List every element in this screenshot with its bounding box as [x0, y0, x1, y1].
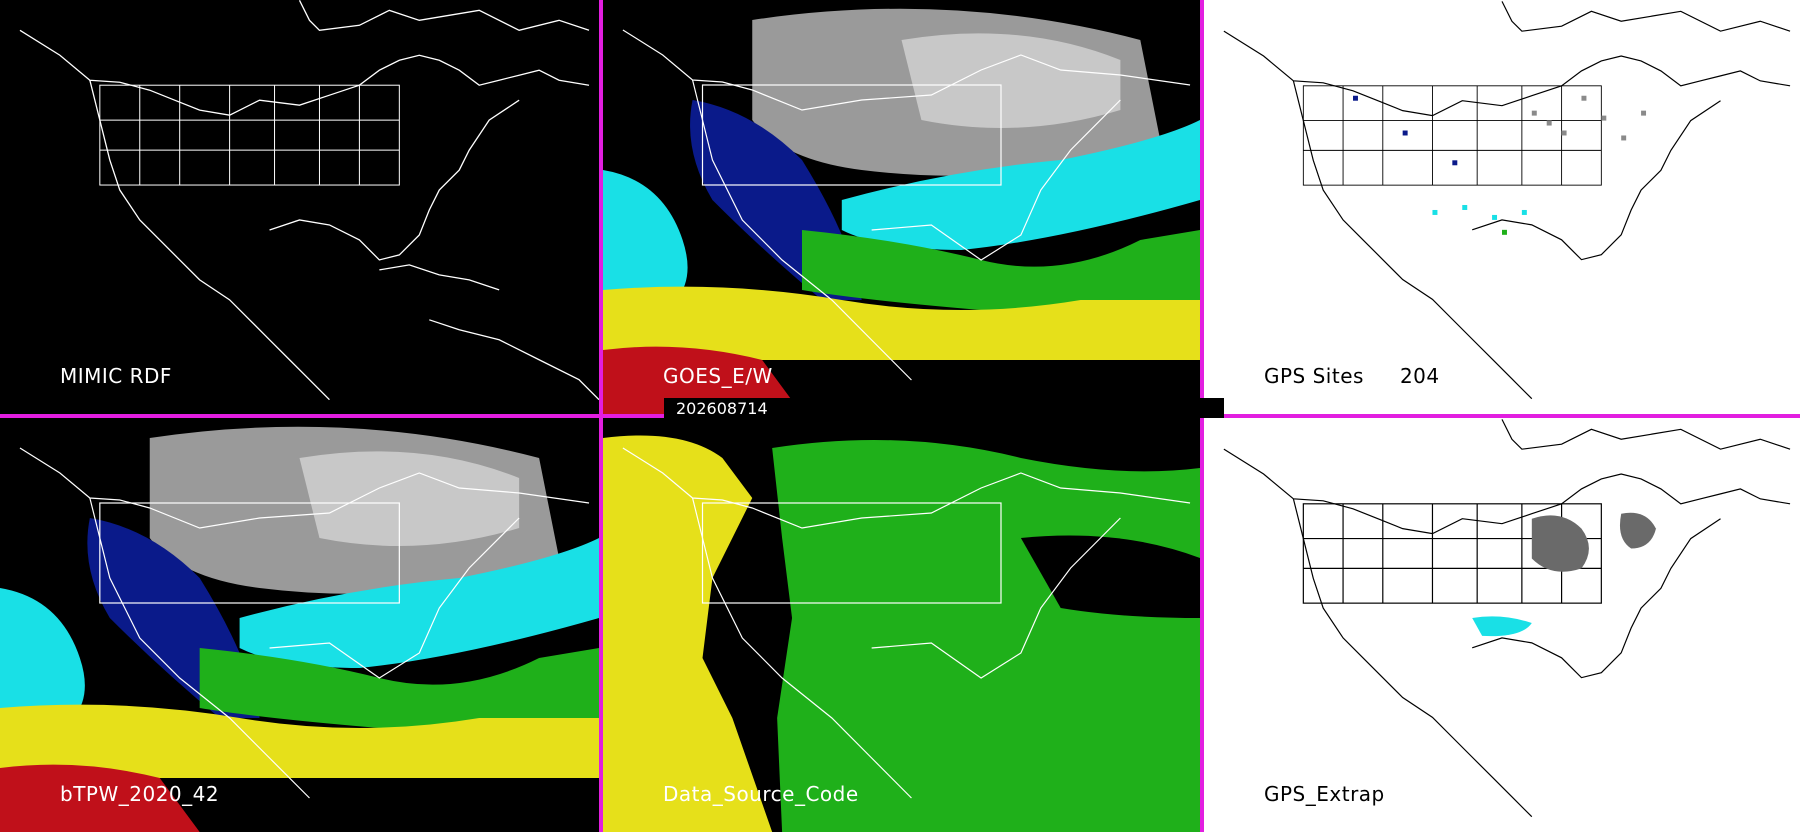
cyan-region-east [841, 120, 1200, 250]
green-region [802, 230, 1200, 320]
panel-btpw: bTPW_2020_42 [0, 418, 599, 832]
data-source-code-map [603, 418, 1200, 832]
no-data-region [1020, 535, 1200, 618]
yellow-region [603, 286, 1200, 360]
gps-sites-map [1223, 1, 1791, 400]
btpw-field-map [0, 418, 599, 832]
red-region [603, 346, 802, 414]
panel-data-source-code: Data_Source_Code [603, 418, 1200, 832]
us-state-borders [1302, 85, 1602, 186]
panel-label-btpw: bTPW_2020_42 [60, 782, 220, 806]
gps-sites-label: GPS Sites [1264, 364, 1364, 388]
panel-goes-ew: GOES_E/W [603, 0, 1200, 414]
gps-site-markers [1353, 95, 1647, 235]
yellow-source-region [603, 435, 773, 832]
coastline [622, 29, 1191, 381]
cyan-region-west [603, 170, 688, 320]
panel-label-goes-ew: GOES_E/W [663, 364, 773, 388]
us-state-borders [99, 84, 400, 186]
gps-sites-count: 204 [1399, 364, 1440, 388]
panel-label-gps-sites: GPS Sites 204 [1264, 364, 1440, 388]
gps-extrap-map [1223, 419, 1791, 818]
panel-gps-extrap: GPS_Extrap [1204, 418, 1800, 832]
light-gray-region [901, 33, 1121, 129]
gray-extrap-blob [1531, 515, 1589, 572]
timestamp-bar: 202608714 [664, 398, 1224, 418]
panel-label-data-source-code: Data_Source_Code [663, 782, 859, 806]
goes-tpw-field-map [603, 0, 1200, 414]
panel-label-gps-extrap: GPS_Extrap [1264, 782, 1385, 806]
cyan-extrap-blob [1472, 616, 1532, 637]
timestamp-text: 202608714 [676, 399, 768, 418]
coastline [1223, 1, 1791, 400]
north-america-outline-map [19, 0, 599, 401]
coastline [19, 0, 599, 401]
panel-gps-sites: GPS Sites 204 [1204, 0, 1800, 414]
green-source-region [772, 440, 1200, 832]
panel-label-mimic-rdf: MIMIC RDF [60, 364, 172, 388]
panel-mimic-rdf: MIMIC RDF [0, 0, 599, 414]
